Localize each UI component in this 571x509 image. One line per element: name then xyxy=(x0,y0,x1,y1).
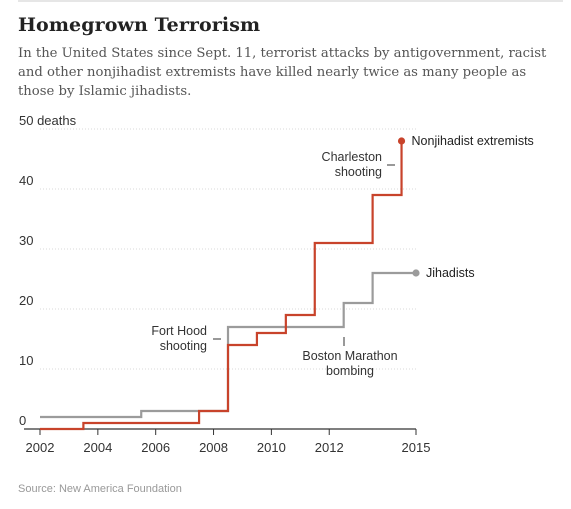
y-tick-label: 0 xyxy=(19,413,26,428)
boston-annotation-text: Boston Marathon xyxy=(302,349,397,363)
chart-subtitle: In the United States since Sept. 11, ter… xyxy=(18,46,547,99)
fort-hood-annotation-text: Fort Hood xyxy=(151,324,207,338)
fort-hood-annotation-text: shooting xyxy=(160,339,207,353)
chart-title: Homegrown Terrorism xyxy=(18,14,261,36)
y-tick-label: 50 deaths xyxy=(19,113,77,128)
top-rule xyxy=(18,0,563,2)
x-tick-label: 2004 xyxy=(83,440,112,455)
y-tick-label: 40 xyxy=(19,173,33,188)
y-tick-label: 20 xyxy=(19,293,33,308)
boston-annotation-text: bombing xyxy=(326,364,374,378)
nonjihadist-extremists-endpoint xyxy=(397,137,406,145)
x-tick-label: 2015 xyxy=(402,440,431,455)
source-note: Source: New America Foundation xyxy=(18,483,182,495)
nonjihadist-extremists-line xyxy=(40,141,403,431)
x-tick-label: 2002 xyxy=(26,440,55,455)
x-tick-label: 2010 xyxy=(257,440,286,455)
x-tick-label: 2012 xyxy=(315,440,344,455)
jihadists-endpoint xyxy=(412,269,420,277)
nonjihadist-extremists-label: Nonjihadist extremists xyxy=(412,134,534,148)
x-tick-label: 2006 xyxy=(141,440,170,455)
charleston-annotation-text: Charleston xyxy=(322,150,382,164)
charleston-annotation-text: shooting xyxy=(335,165,382,179)
y-tick-label: 30 xyxy=(19,233,33,248)
jihadists-label: Jihadists xyxy=(426,266,475,280)
x-tick-label: 2008 xyxy=(199,440,228,455)
y-tick-label: 10 xyxy=(19,353,33,368)
